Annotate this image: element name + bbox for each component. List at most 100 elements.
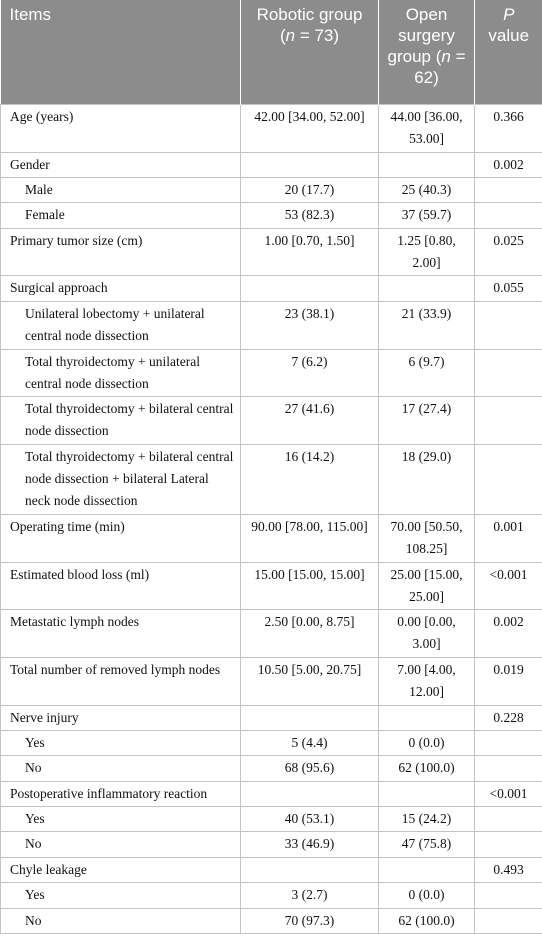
value-cell: 0 (0.0): [378, 729, 475, 757]
value-cell: 33 (46.9): [240, 831, 379, 858]
value-cell: [378, 275, 475, 302]
value-cell: 0.001: [474, 513, 542, 563]
item-cell: Postoperative inflammatory reaction: [0, 780, 241, 808]
value-cell: 70.00 [50.50, 108.25]: [378, 513, 475, 563]
value-cell: 2.50 [0.00, 8.75]: [240, 609, 379, 658]
header-cell: Robotic group (n = 73): [240, 0, 379, 105]
value-cell: [240, 704, 379, 731]
value-cell: 0.019: [474, 656, 542, 706]
table-row: Yes 40 (53.1) 15 (24.2): [0, 806, 542, 833]
value-cell: [474, 396, 542, 445]
value-cell: 0 (0.0): [378, 882, 475, 909]
value-cell: [474, 755, 542, 782]
value-cell: 15 (24.2): [378, 806, 475, 833]
table-row: Postoperative inflammatory reaction <0.00…: [0, 780, 542, 808]
value-cell: 0.493: [474, 856, 542, 884]
item-cell: Female: [0, 202, 241, 229]
value-cell: 1.25 [0.80, 2.00]: [378, 227, 475, 277]
value-cell: 0.366: [474, 104, 542, 153]
table-row: Primary tumor size (cm) 1.00 [0.70, 1.50]…: [0, 227, 542, 277]
item-cell: Metastatic lymph nodes: [0, 609, 241, 658]
value-cell: 1.00 [0.70, 1.50]: [240, 227, 379, 277]
table-row: Male 20 (17.7) 25 (40.3): [0, 177, 542, 204]
item-cell: Yes: [0, 729, 241, 757]
header-text: = 62): [414, 47, 466, 87]
item-cell: Total thyroidectomy + bilateral central …: [0, 396, 241, 445]
value-cell: 23 (38.1): [240, 300, 379, 350]
value-cell: [378, 704, 475, 731]
value-cell: 47 (75.8): [378, 831, 475, 858]
value-cell: 16 (14.2): [240, 443, 379, 515]
value-cell: 21 (33.9): [378, 300, 475, 350]
value-cell: 0.00 [0.00, 3.00]: [378, 609, 475, 658]
table-row: Nerve injury 0.228: [0, 704, 542, 731]
table-row: Total number of removed lymph nodes 10.50…: [0, 656, 542, 706]
value-cell: [378, 151, 475, 179]
table-row: Total thyroidectomy + bilateral central …: [0, 396, 542, 445]
value-cell: 62 (100.0): [378, 907, 475, 934]
value-cell: 27 (41.6): [240, 396, 379, 445]
table-row: Surgical approach 0.055: [0, 275, 542, 302]
table-row: Estimated blood loss (ml) 15.00 [15.00, 1…: [0, 561, 542, 611]
item-cell: No: [0, 907, 241, 934]
value-cell: [240, 151, 379, 179]
value-cell: 3 (2.7): [240, 882, 379, 909]
item-cell: Surgical approach: [0, 275, 241, 302]
table-body: Age (years) 42.00 [34.00, 52.00] 44.00 [36…: [0, 104, 542, 934]
header-text: Open surgery group (: [387, 5, 455, 66]
item-cell: Chyle leakage: [0, 856, 241, 884]
value-cell: 37 (59.7): [378, 202, 475, 229]
value-cell: 6 (9.7): [378, 348, 475, 398]
item-cell: Unilateral lobectomy + unilateral centra…: [0, 300, 241, 350]
table-row: Age (years) 42.00 [34.00, 52.00] 44.00 [36…: [0, 104, 542, 153]
value-cell: [474, 443, 542, 515]
value-cell: [474, 882, 542, 909]
value-cell: [240, 275, 379, 302]
table-row: No 33 (46.9) 47 (75.8): [0, 831, 542, 858]
table-row: No 70 (97.3) 62 (100.0): [0, 907, 542, 934]
value-cell: <0.001: [474, 780, 542, 808]
table-row: Total thyroidectomy + bilateral central …: [0, 443, 542, 515]
header-text: value: [488, 26, 530, 45]
item-cell: Estimated blood loss (ml): [0, 561, 241, 611]
value-cell: 10.50 [5.00, 20.75]: [240, 656, 379, 706]
value-cell: 25.00 [15.00, 25.00]: [378, 561, 475, 611]
value-cell: [474, 300, 542, 350]
value-cell: 5 (4.4): [240, 729, 379, 757]
value-cell: 62 (100.0): [378, 755, 475, 782]
item-cell: Yes: [0, 806, 241, 833]
value-cell: 0.025: [474, 227, 542, 277]
item-cell: No: [0, 755, 241, 782]
value-cell: 20 (17.7): [240, 177, 379, 204]
header-text: Items: [9, 5, 52, 24]
value-cell: [240, 780, 379, 808]
value-cell: 90.00 [78.00, 115.00]: [240, 513, 379, 563]
item-cell: Total number of removed lymph nodes: [0, 656, 241, 706]
table-row: Yes 3 (2.7) 0 (0.0): [0, 882, 542, 909]
item-cell: Male: [0, 177, 241, 204]
value-cell: [474, 806, 542, 833]
value-cell: [474, 729, 542, 757]
value-cell: 70 (97.3): [240, 907, 379, 934]
value-cell: 68 (95.6): [240, 755, 379, 782]
value-cell: [474, 177, 542, 204]
value-cell: <0.001: [474, 561, 542, 611]
table-row: Chyle leakage 0.493: [0, 856, 542, 884]
header-cell: Items: [0, 0, 241, 105]
value-cell: [474, 907, 542, 934]
header-cell: Open surgery group (n = 62): [378, 0, 475, 105]
table-row: No 68 (95.6) 62 (100.0): [0, 755, 542, 782]
table-row: Metastatic lymph nodes 2.50 [0.00, 8.75] 0…: [0, 609, 542, 658]
value-cell: 40 (53.1): [240, 806, 379, 833]
value-cell: 42.00 [34.00, 52.00]: [240, 104, 379, 153]
value-cell: 44.00 [36.00, 53.00]: [378, 104, 475, 153]
header-text: n: [285, 26, 296, 45]
header-row: Items Robotic group (n = 73) Open surger…: [0, 0, 542, 105]
value-cell: 53 (82.3): [240, 202, 379, 229]
item-cell: Age (years): [0, 104, 241, 153]
value-cell: [474, 348, 542, 398]
header-cell: P value: [474, 0, 542, 105]
item-cell: Total thyroidectomy + unilateral central…: [0, 348, 241, 398]
header-text: Robotic group (: [256, 5, 363, 45]
